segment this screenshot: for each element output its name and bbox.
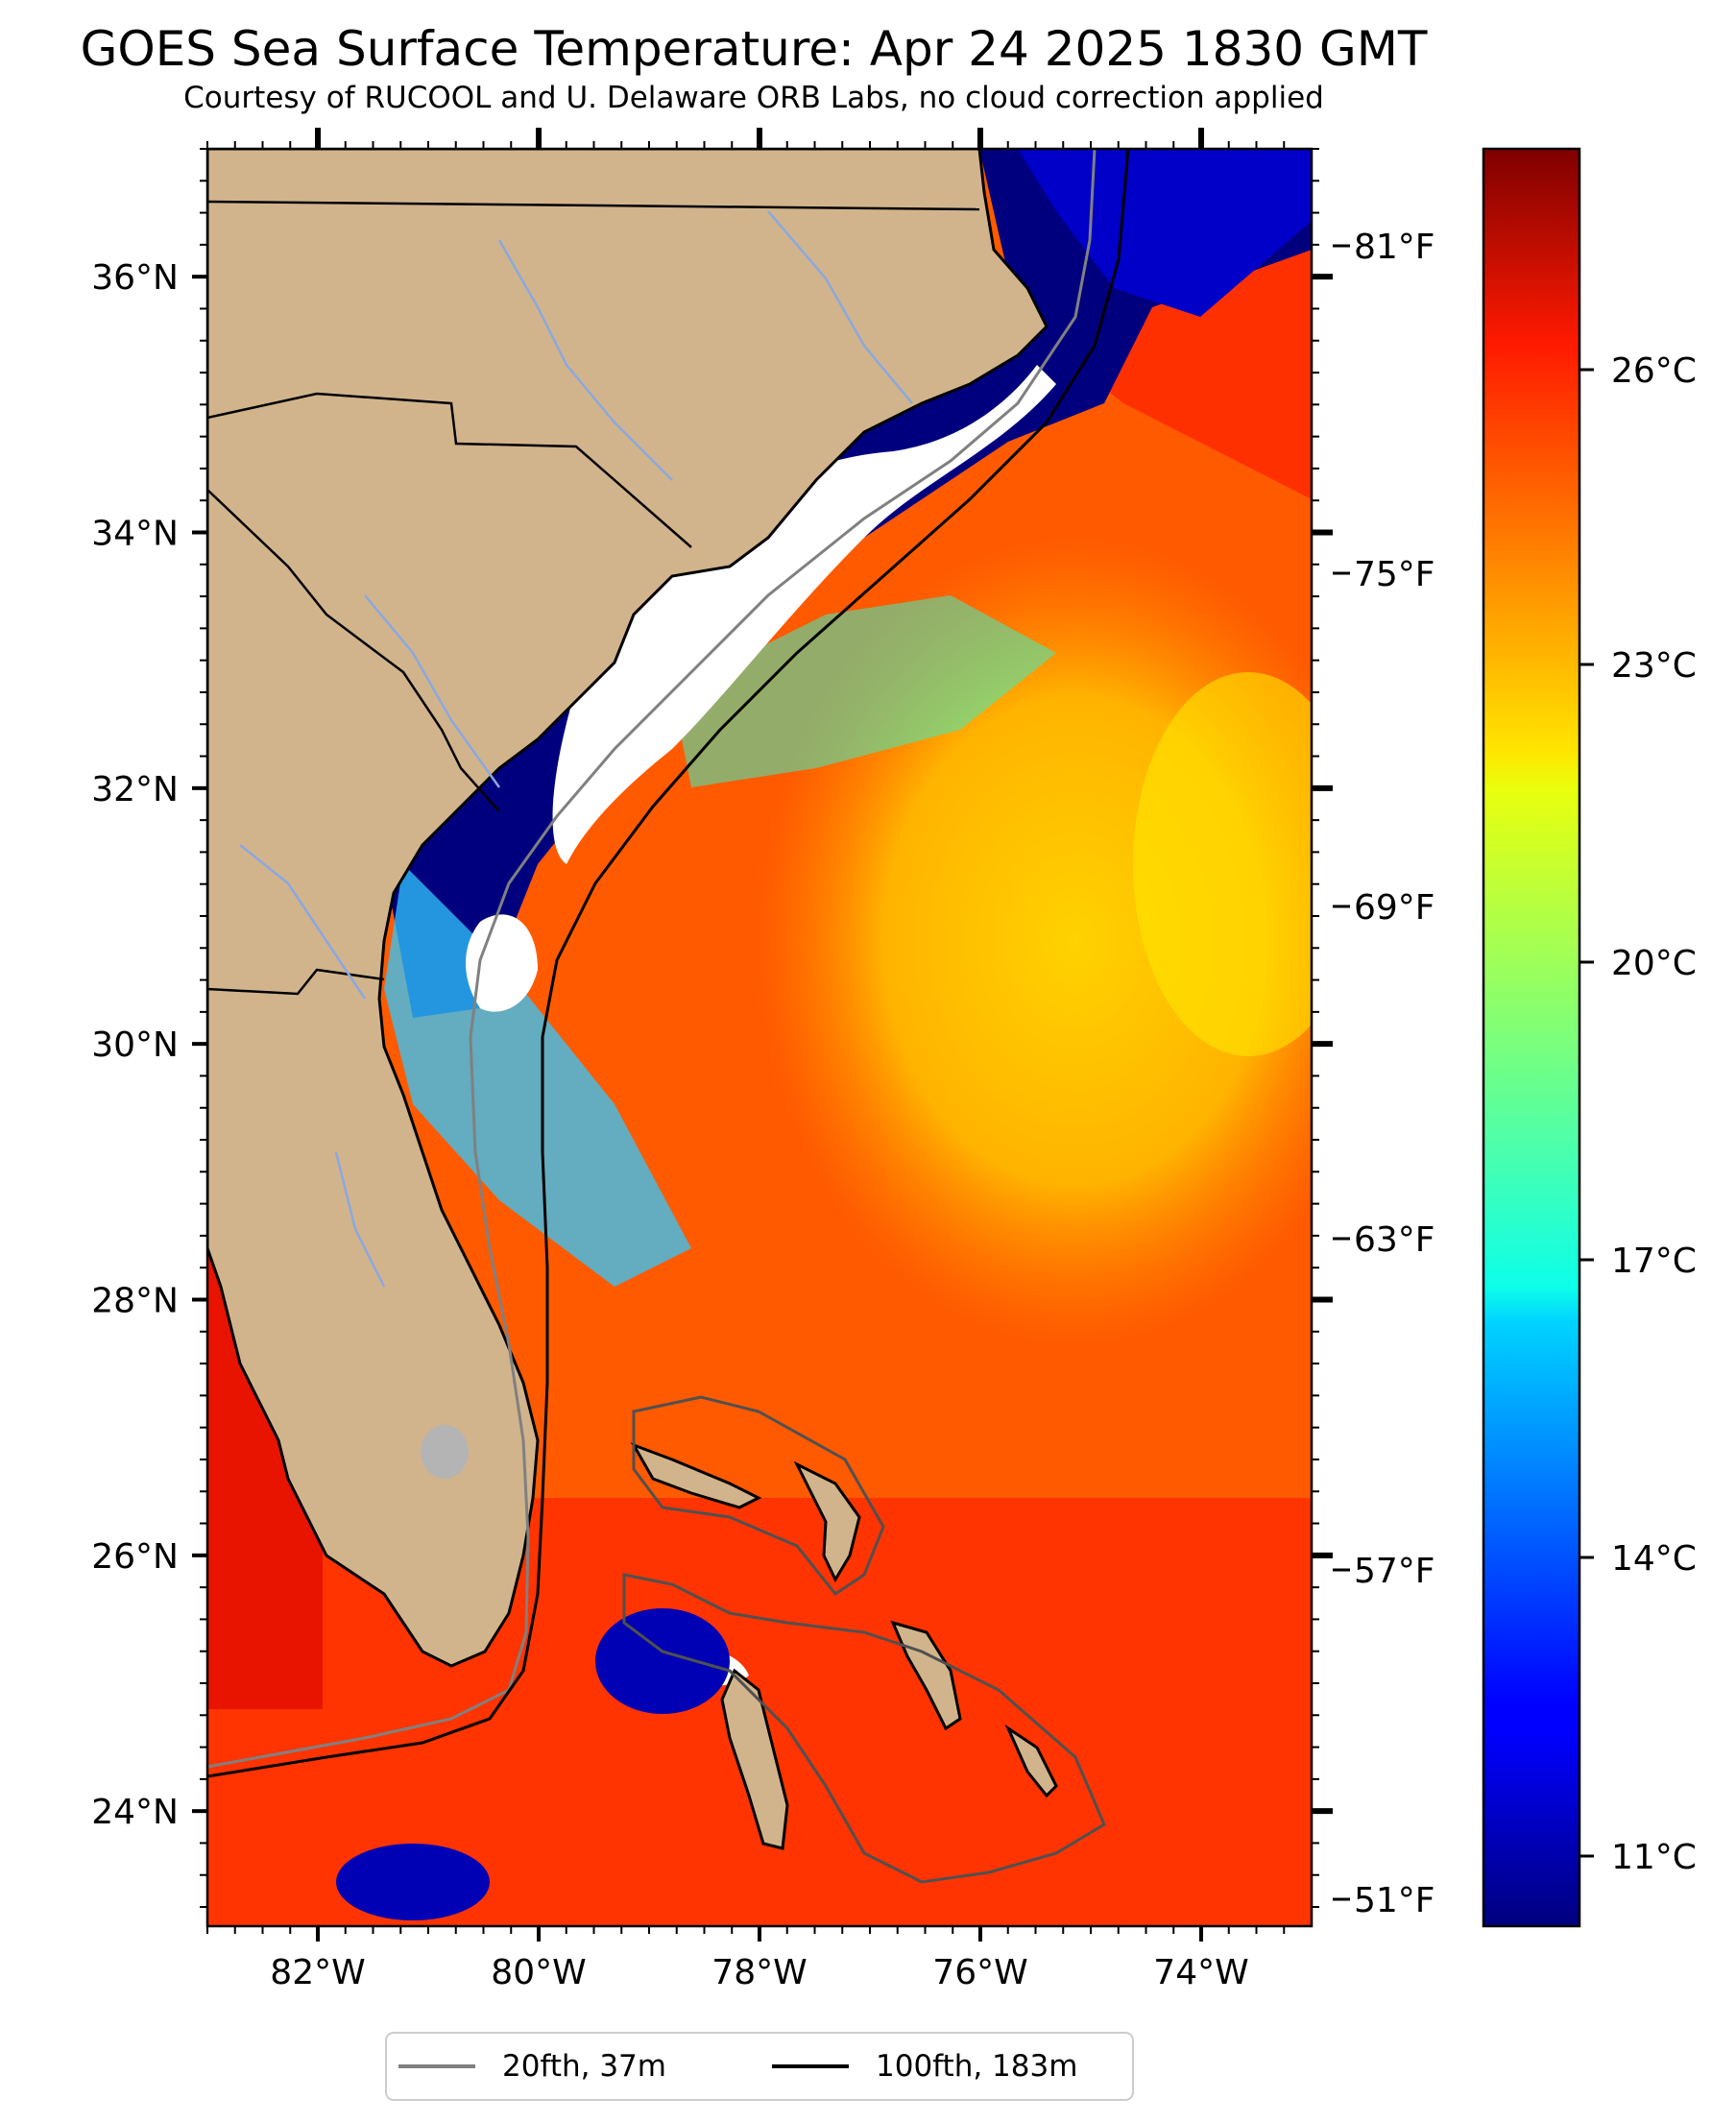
cloud-patch-georgia: [466, 914, 538, 1012]
lat-label: 24°N: [91, 1793, 179, 1832]
lat-label: 36°N: [91, 258, 179, 298]
lon-label: 76°W: [932, 1953, 1027, 1992]
cold-shelf-north: [384, 149, 1312, 1018]
isobath-great-bahama-bank: [622, 1573, 1106, 1884]
cyan-streaks-mid: [672, 595, 1056, 787]
land-eleuthera: [890, 1620, 962, 1731]
isobath-100fth: [207, 149, 1130, 1778]
isobath-20fth: [207, 149, 1097, 1769]
cold-patch-keys: [336, 1844, 490, 1920]
legend-20fth-label: 20fth, 37m: [502, 2049, 666, 2084]
celsius-label: 23°C: [1611, 646, 1697, 686]
map-subtitle: Courtesy of RUCOOL and U. Delaware ORB L…: [183, 81, 1324, 115]
fahrenheit-label: 51°F: [1354, 1881, 1435, 1920]
lat-label: 28°N: [91, 1281, 179, 1320]
lake-okeechobee: [421, 1425, 469, 1479]
cyan-transition: [384, 864, 691, 1287]
map-panel: [207, 149, 1312, 1926]
celsius-label: 26°C: [1611, 351, 1697, 391]
lat-label: 30°N: [91, 1025, 179, 1065]
celsius-label: 17°C: [1611, 1242, 1697, 1281]
land-abaco: [793, 1460, 861, 1583]
land-southeast-us: [207, 149, 1049, 1668]
axis-ticks: 36°N 34°N 32°N 30°N 28°N 26°N 24°N 82°W 80°W 78°W…: [91, 128, 1697, 1992]
state-borders: [207, 200, 980, 996]
lat-label: 32°N: [91, 770, 179, 809]
warm-offshore-water-2: [1133, 672, 1312, 1056]
colorbar: [1482, 147, 1581, 1928]
fahrenheit-label: 75°F: [1354, 555, 1435, 594]
cloud-patch-carolina: [552, 365, 1056, 864]
fahrenheit-label: 63°F: [1354, 1220, 1435, 1260]
isobath-bahamas-bank: [632, 1395, 885, 1597]
land-andros: [720, 1668, 789, 1850]
celsius-label: 11°C: [1611, 1838, 1697, 1877]
lon-label: 82°W: [270, 1953, 365, 1992]
celsius-label: 20°C: [1611, 944, 1697, 983]
celsius-label: 14°C: [1611, 1539, 1697, 1579]
fahrenheit-label: 69°F: [1354, 888, 1435, 928]
legend: 20fth, 37m 100fth, 183m: [385, 2032, 1134, 2101]
lat-label: 26°N: [91, 1537, 179, 1577]
lon-label: 74°W: [1153, 1953, 1248, 1992]
cold-patch-straits: [595, 1608, 730, 1714]
lat-label: 34°N: [91, 514, 179, 553]
land-exuma: [1004, 1724, 1058, 1798]
rivers: [239, 210, 913, 1288]
legend-100fth-label: 100fth, 183m: [876, 2049, 1077, 2084]
fahrenheit-label: 81°F: [1354, 228, 1435, 267]
map-title: GOES Sea Surface Temperature: Apr 24 202…: [80, 21, 1428, 77]
lon-label: 80°W: [491, 1953, 586, 1992]
lon-label: 78°W: [711, 1953, 807, 1992]
fahrenheit-label: 57°F: [1354, 1552, 1435, 1591]
land-grand-bahama: [630, 1442, 762, 1509]
